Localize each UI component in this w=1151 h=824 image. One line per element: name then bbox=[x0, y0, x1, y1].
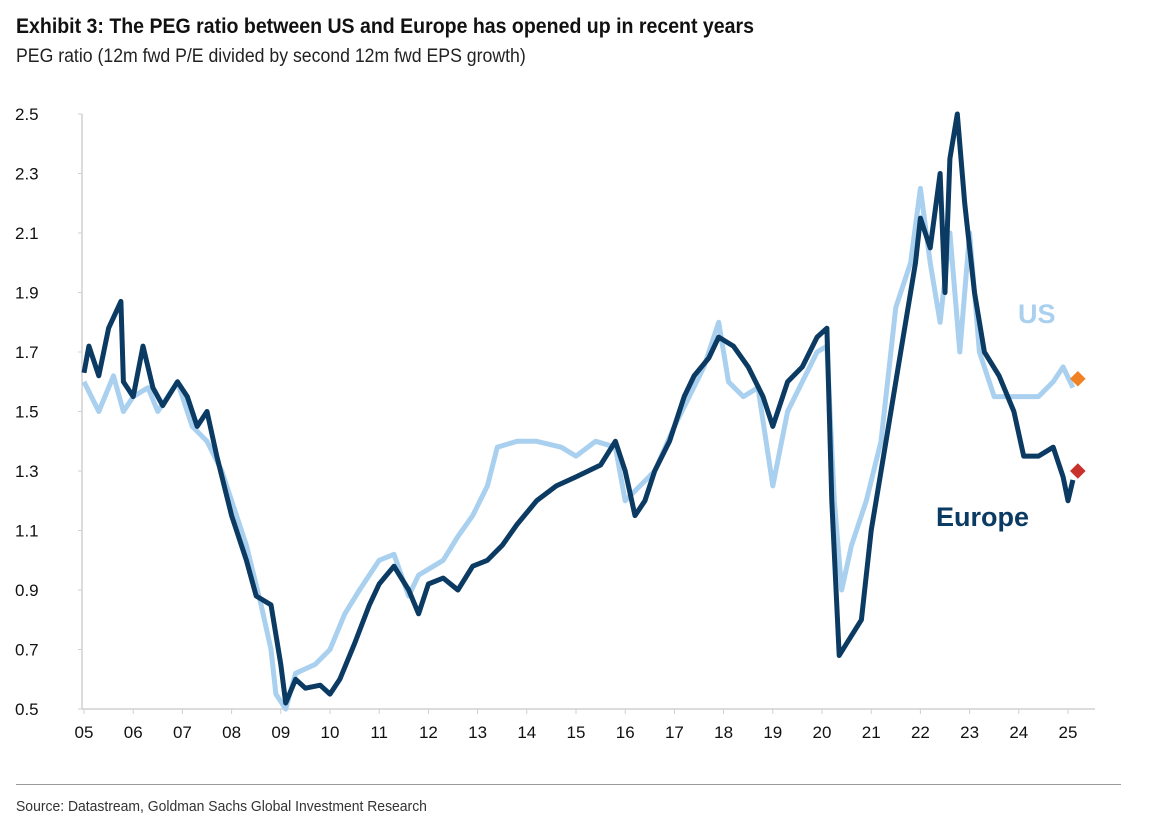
y-tick-label: 0.5 bbox=[15, 700, 39, 719]
y-tick-label: 2.3 bbox=[15, 165, 39, 184]
chart-subtitle: PEG ratio (12m fwd P/E divided by second… bbox=[16, 46, 526, 67]
y-tick-label: 1.5 bbox=[15, 403, 39, 422]
x-tick-label: 10 bbox=[321, 723, 340, 742]
y-tick-label: 0.7 bbox=[15, 641, 39, 660]
x-tick-label: 17 bbox=[665, 723, 684, 742]
x-tick-label: 09 bbox=[271, 723, 290, 742]
source-note: Source: Datastream, Goldman Sachs Global… bbox=[16, 798, 427, 815]
x-tick-label: 12 bbox=[419, 723, 438, 742]
footer-divider bbox=[16, 784, 1121, 785]
x-tick-label: 21 bbox=[862, 723, 881, 742]
y-tick-label: 1.9 bbox=[15, 284, 39, 303]
chart-title: Exhibit 3: The PEG ratio between US and … bbox=[16, 15, 754, 38]
europe-series-line bbox=[81, 111, 1076, 706]
x-tick-label: 18 bbox=[714, 723, 733, 742]
us-label: US bbox=[1018, 299, 1056, 329]
x-tick-label: 11 bbox=[370, 723, 388, 742]
x-tick-label: 13 bbox=[468, 723, 487, 742]
europe-latest-marker bbox=[1070, 463, 1086, 479]
x-tick-label: 19 bbox=[763, 723, 782, 742]
europe-label: Europe bbox=[936, 502, 1029, 532]
x-tick-label: 20 bbox=[813, 723, 832, 742]
x-tick-label: 23 bbox=[960, 723, 979, 742]
y-tick-label: 0.9 bbox=[15, 581, 39, 600]
x-tick-label: 08 bbox=[222, 723, 241, 742]
x-tick-label: 25 bbox=[1059, 723, 1078, 742]
x-tick-label: 22 bbox=[911, 723, 930, 742]
y-tick-label: 1.3 bbox=[15, 462, 39, 481]
x-tick-label: 05 bbox=[75, 723, 94, 742]
x-tick-label: 24 bbox=[1009, 723, 1028, 742]
us-series-line bbox=[81, 185, 1076, 712]
x-tick-label: 06 bbox=[124, 723, 143, 742]
x-tick-label: 15 bbox=[567, 723, 586, 742]
y-tick-label: 1.7 bbox=[15, 343, 39, 362]
y-tick-label: 2.5 bbox=[15, 105, 39, 124]
us-latest-marker bbox=[1070, 370, 1086, 387]
x-tick-label: 16 bbox=[616, 723, 635, 742]
y-tick-label: 2.1 bbox=[15, 224, 39, 243]
x-tick-label: 07 bbox=[173, 723, 192, 742]
x-tick-label: 14 bbox=[517, 723, 536, 742]
y-tick-label: 1.1 bbox=[15, 522, 39, 541]
